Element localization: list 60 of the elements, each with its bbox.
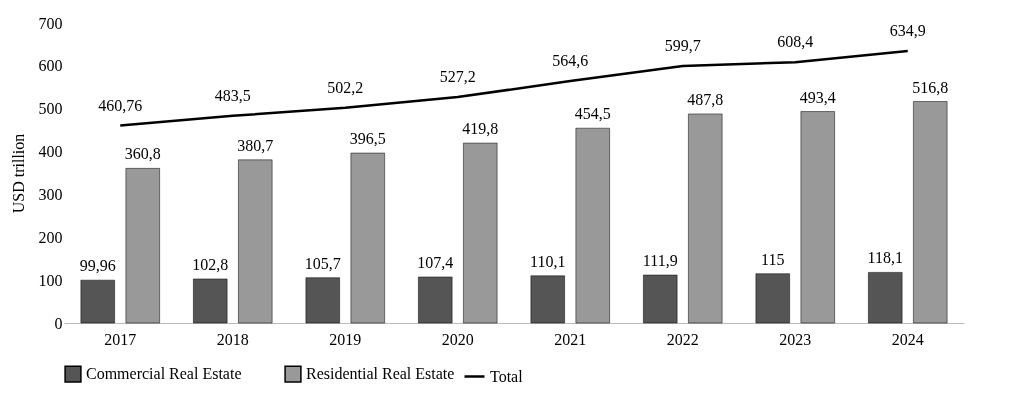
legend-label: Commercial Real Estate xyxy=(86,365,242,383)
y-tick-label: 600 xyxy=(38,57,63,75)
data-label: 105,7 xyxy=(304,254,341,272)
bar xyxy=(350,152,385,324)
x-tick-label: 2020 xyxy=(441,330,474,348)
data-label: 360,8 xyxy=(124,145,161,163)
bar xyxy=(80,279,115,324)
y-tick-label: 100 xyxy=(38,271,63,289)
data-label: 634,9 xyxy=(889,21,926,39)
data-label: 115 xyxy=(761,250,785,268)
data-label: 118,1 xyxy=(867,249,903,267)
data-label: 419,8 xyxy=(462,120,499,138)
data-label: 527,2 xyxy=(439,68,476,86)
bar xyxy=(643,274,678,324)
x-tick-label: 2017 xyxy=(104,330,137,348)
data-label: 107,4 xyxy=(417,253,454,271)
bar xyxy=(305,277,340,324)
bar xyxy=(418,276,453,324)
data-label: 380,7 xyxy=(237,136,274,154)
bar xyxy=(125,168,160,324)
bar xyxy=(238,159,273,324)
data-label: 516,8 xyxy=(912,78,949,96)
data-label: 599,7 xyxy=(664,36,701,54)
data-label: 493,4 xyxy=(799,88,836,106)
bar xyxy=(868,272,903,324)
data-label: 608,4 xyxy=(777,33,814,51)
legend-label: Residential Real Estate xyxy=(306,365,455,383)
bar xyxy=(530,275,565,324)
x-tick-label: 2018 xyxy=(216,330,249,348)
y-tick-label: 500 xyxy=(38,100,63,118)
x-tick-label: 2022 xyxy=(666,330,699,348)
bar xyxy=(688,113,723,324)
data-label: 110,1 xyxy=(530,252,566,270)
bar xyxy=(755,273,790,324)
y-tick-label: 200 xyxy=(38,228,63,246)
y-tick-label: 700 xyxy=(38,14,63,32)
x-tick-label: 2023 xyxy=(779,330,812,348)
data-label: 99,96 xyxy=(79,257,116,275)
legend-label: Total xyxy=(490,367,524,385)
bar xyxy=(193,278,228,324)
x-tick-label: 2019 xyxy=(329,330,362,348)
bar xyxy=(575,127,610,324)
data-label: 564,6 xyxy=(552,52,589,70)
data-label: 502,2 xyxy=(327,78,364,96)
data-label: 483,5 xyxy=(214,86,251,104)
x-tick-label: 2021 xyxy=(554,330,587,348)
data-label: 460,76 xyxy=(98,96,143,114)
y-axis-title: USD trillion xyxy=(9,133,27,214)
y-tick-label: 0 xyxy=(54,314,63,332)
data-label: 396,5 xyxy=(349,130,386,148)
y-tick-label: 400 xyxy=(38,143,63,161)
data-label: 102,8 xyxy=(192,255,229,273)
x-tick-label: 2024 xyxy=(891,330,924,348)
y-tick-label: 300 xyxy=(38,185,63,203)
bar xyxy=(913,101,948,324)
bar xyxy=(800,111,835,324)
data-label: 487,8 xyxy=(687,90,724,108)
data-label: 454,5 xyxy=(574,105,611,123)
data-label: 111,9 xyxy=(642,252,678,270)
bar xyxy=(463,142,498,324)
